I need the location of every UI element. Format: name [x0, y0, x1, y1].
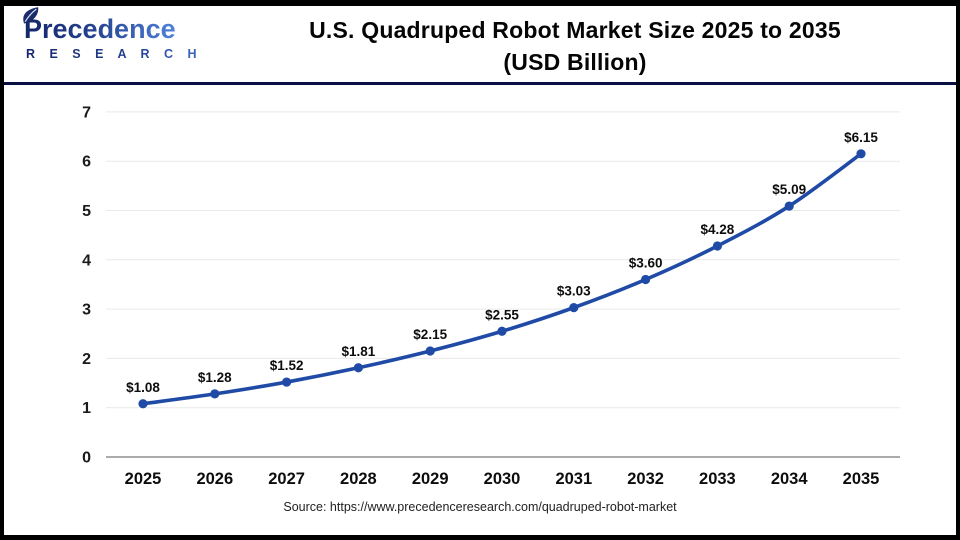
data-label: $1.81: [342, 344, 376, 359]
chart-title-line1: U.S. Quadruped Robot Market Size 2025 to…: [309, 17, 841, 43]
header: Precedence R E S E A R C H U.S. Quadrupe…: [4, 6, 956, 85]
y-tick-label: 6: [82, 154, 91, 171]
precedence-logo: Precedence R E S E A R C H: [4, 6, 219, 61]
data-label: $1.08: [126, 380, 160, 395]
x-tick-label: 2030: [484, 470, 521, 488]
y-tick-label: 7: [82, 104, 91, 121]
data-point-2025: [138, 399, 148, 409]
data-point-2028: [353, 363, 363, 373]
data-label: $4.28: [701, 222, 735, 237]
data-label: $2.55: [485, 307, 519, 322]
x-tick-label: 2032: [627, 470, 664, 488]
chart-area: 0 1 2 3 4 5 6 7 $1.08 2025 $1.28 2026 $1.52 2027 $1.81…: [4, 85, 956, 514]
source-text: Source: https://www.precedenceresearch.c…: [283, 500, 677, 514]
y-tick-label: 2: [82, 351, 91, 368]
data-label: $3.03: [557, 284, 591, 299]
y-tick-label: 5: [82, 203, 91, 220]
x-tick-label: 2033: [699, 470, 736, 488]
data-point-2029: [425, 346, 435, 356]
x-tick-label: 2025: [125, 470, 162, 488]
y-tick-label: 3: [82, 302, 91, 319]
data-label: $5.09: [772, 182, 806, 197]
y-tick-label: 0: [82, 450, 91, 467]
x-tick-label: 2034: [771, 470, 809, 488]
market-line-chart: 0 1 2 3 4 5 6 7 $1.08 2025 $1.28 2026 $1.52 2027 $1.81…: [82, 104, 900, 488]
data-label: $6.15: [844, 130, 878, 145]
data-point-2027: [282, 377, 292, 387]
trend-line: [141, 152, 863, 406]
y-tick-label: 1: [82, 400, 91, 417]
logo-sub-text: R E S E A R C H: [26, 47, 219, 61]
data-point-2031: [569, 303, 579, 313]
x-tick-label: 2031: [555, 470, 592, 488]
chart-title: U.S. Quadruped Robot Market Size 2025 to…: [219, 6, 956, 78]
logo-brand-text: Precedence: [24, 14, 176, 44]
x-tick-label: 2028: [340, 470, 377, 488]
data-point-2034: [784, 201, 794, 211]
data-point-2026: [210, 389, 220, 399]
data-label: $2.15: [413, 327, 447, 342]
chart-title-line2: (USD Billion): [503, 49, 647, 75]
data-label: $1.52: [270, 358, 304, 373]
leaf-icon: [23, 7, 39, 24]
data-point-2030: [497, 326, 507, 336]
data-point-2032: [641, 274, 651, 285]
data-point-2035: [856, 149, 866, 159]
x-tick-label: 2026: [196, 470, 233, 488]
data-point-2033: [712, 241, 723, 251]
y-tick-label: 4: [82, 252, 91, 269]
x-tick-label: 2027: [268, 470, 305, 488]
data-label: $3.60: [629, 256, 663, 271]
x-tick-label: 2029: [412, 470, 449, 488]
x-tick-label: 2035: [843, 470, 880, 488]
data-label: $1.28: [198, 370, 232, 385]
